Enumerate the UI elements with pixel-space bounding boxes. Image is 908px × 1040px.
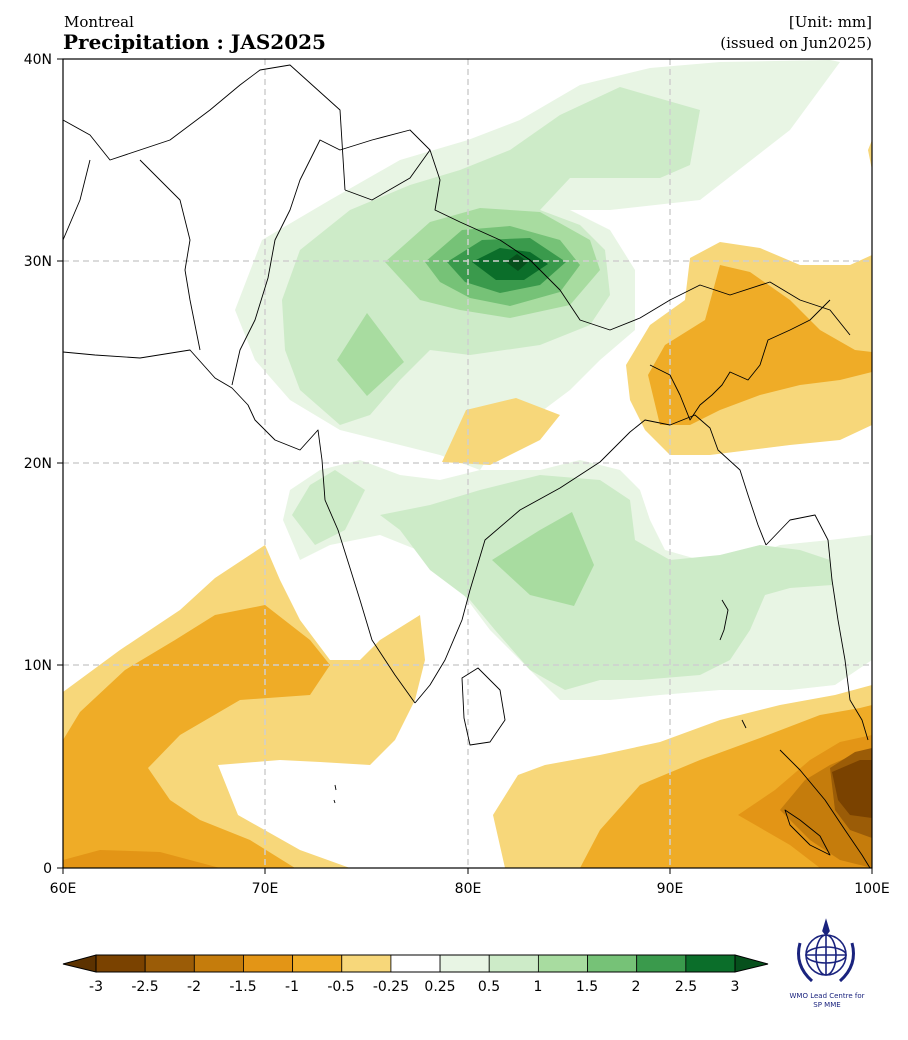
colorbar-tick-label: 1 — [534, 979, 543, 995]
colorbar: -3 -2.5 -2 -1.5 -1 -0.5 -0.25 0.25 0.5 1… — [62, 954, 769, 995]
maldives — [333, 784, 337, 804]
colorbar-cell — [636, 954, 687, 973]
y-tick-label: 30N — [24, 254, 52, 270]
colorbar-cell — [292, 954, 343, 973]
colorbar-cells — [95, 954, 736, 973]
afghanistan-iran-border — [63, 64, 346, 191]
grid-lines — [63, 59, 872, 868]
issued-date: (issued on Jun2025) — [720, 34, 872, 52]
colorbar-cell — [144, 954, 195, 973]
x-tick-label: 80E — [455, 881, 482, 897]
contour-neg0.5-sw — [63, 605, 330, 868]
colorbar-tick-label: 3 — [731, 979, 740, 995]
colorbar-tick-label: -1 — [285, 979, 299, 995]
colorbar-cell — [341, 954, 392, 973]
positive-anomaly-regions — [235, 60, 872, 700]
colorbar-tick-label: -0.5 — [327, 979, 354, 995]
colorbar-over-arrow — [734, 954, 769, 973]
colorbar-outline — [95, 954, 736, 973]
contour-neg0.25-ne-corner — [868, 140, 872, 170]
colorbar-cell — [193, 954, 244, 973]
contour-neg0.25-central — [442, 398, 560, 465]
colorbar-tick-label: -1.5 — [229, 979, 256, 995]
colorbar-cell — [95, 954, 146, 973]
x-tick-label: 90E — [657, 881, 684, 897]
y-tick-label: 40N — [24, 52, 52, 68]
map-area — [63, 59, 872, 868]
colorbar-tick-label: 0.5 — [478, 979, 500, 995]
bangladesh-coast — [649, 299, 831, 421]
y-tick-label: 10N — [24, 658, 52, 674]
colorbar-cell — [685, 954, 736, 973]
colorbar-cell — [439, 954, 490, 973]
malay-peninsula — [779, 749, 871, 868]
logo-caption-line: SP MME — [813, 1001, 841, 1009]
colorbar-under-arrow — [62, 954, 97, 973]
wmo-logo — [797, 918, 855, 983]
model-name: Montreal — [64, 13, 134, 31]
map-title: Precipitation : JAS2025 — [63, 30, 326, 54]
sri-lanka — [461, 667, 506, 746]
india-east-coast — [414, 414, 767, 704]
nicobar-islands — [741, 719, 747, 729]
colorbar-tick-label: -2.5 — [131, 979, 158, 995]
colorbar-tick-label: -2 — [187, 979, 201, 995]
india-west-coast — [63, 349, 416, 704]
colorbar-tick-label: 0.25 — [424, 979, 455, 995]
colorbar-cell — [537, 954, 588, 973]
myanmar-coast — [765, 514, 869, 741]
wmo-logo-caption: WMO Lead Centre for SP MME — [782, 992, 872, 1010]
contour-3 — [506, 254, 528, 271]
sumatra — [784, 809, 831, 856]
unit-label: [Unit: mm] — [788, 13, 872, 31]
iran-border — [63, 159, 201, 351]
colorbar-tick-label: 1.5 — [576, 979, 598, 995]
contour-0.5-central — [380, 475, 832, 690]
x-tick-label: 70E — [252, 881, 279, 897]
contour-1-bay — [492, 512, 594, 606]
x-tick-label: 100E — [854, 881, 890, 897]
himalaya-border — [429, 149, 851, 336]
colorbar-cell — [243, 954, 294, 973]
contour-neg1-sw — [63, 850, 220, 868]
colorbar-tick-label: 2.5 — [675, 979, 697, 995]
colorbar-tick-label: -3 — [89, 979, 103, 995]
contour-1-west — [337, 313, 404, 396]
y-tick-label: 20N — [24, 456, 52, 472]
logo-caption-line: WMO Lead Centre for — [789, 992, 865, 1000]
colorbar-tick-label: 2 — [632, 979, 641, 995]
negative-anomaly-regions — [63, 140, 872, 868]
pakistan-border — [231, 129, 431, 386]
contour-neg2.5-se — [832, 760, 872, 818]
colorbar-tick-label: -0.25 — [373, 979, 409, 995]
axis-ticks — [57, 58, 873, 874]
y-tick-label: 0 — [43, 861, 52, 877]
colorbar-cell — [390, 954, 441, 973]
colorbar-cell — [488, 954, 539, 973]
andaman-islands — [719, 599, 729, 641]
x-tick-label: 60E — [50, 881, 77, 897]
colorbar-cell — [587, 954, 638, 973]
coastlines-and-borders — [63, 64, 871, 868]
contour-neg0.5-east — [648, 265, 872, 425]
wmo-emblem-icon — [797, 918, 855, 983]
